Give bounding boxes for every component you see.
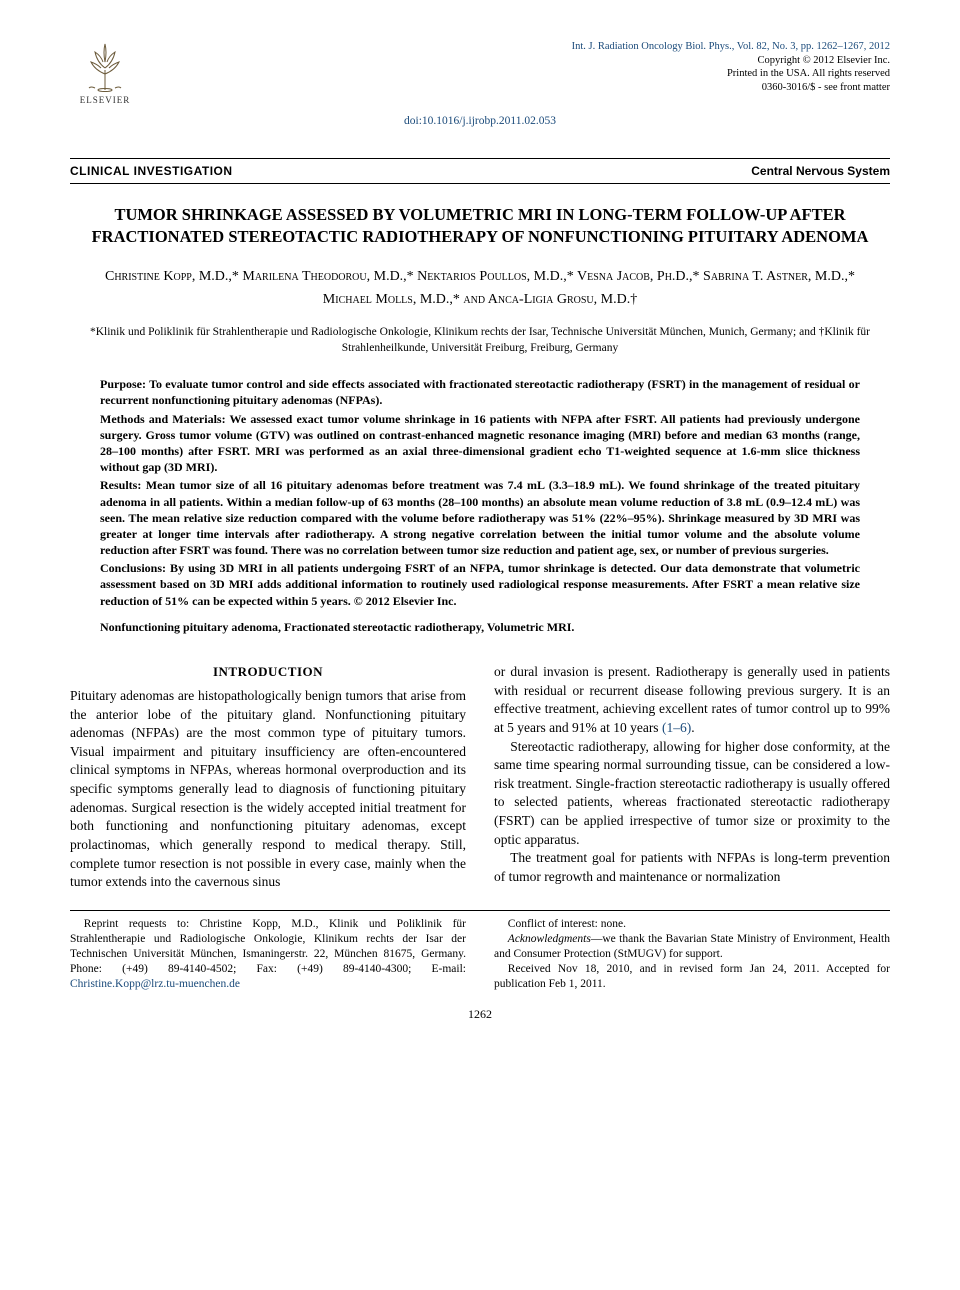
ack-label: Acknowledgments <box>508 933 591 945</box>
reprint-text: Reprint requests to: Christine Kopp, M.D… <box>70 918 466 975</box>
intro-para-1: Pituitary adenomas are histopathological… <box>70 687 466 892</box>
citation-link[interactable]: (1–6) <box>662 720 691 735</box>
footer-right: Conflict of interest: none. Acknowledgme… <box>494 917 890 992</box>
affiliations: *Klinik und Poliklinik für Strahlenthera… <box>80 325 880 356</box>
doi-prefix: doi: <box>404 115 422 127</box>
author-list: Christine Kopp, M.D.,* Marilena Theodoro… <box>90 266 870 311</box>
conclusions-label: Conclusions: <box>100 561 166 575</box>
article-type: CLINICAL INVESTIGATION <box>70 163 233 179</box>
ack-line: Acknowledgments—we thank the Bavarian St… <box>494 932 890 962</box>
intro-para-2: Stereotactic radiotherapy, allowing for … <box>494 738 890 850</box>
purpose-label: Purpose: <box>100 377 146 391</box>
col2-p1b: . <box>691 720 694 735</box>
footer-columns: Reprint requests to: Christine Kopp, M.D… <box>70 917 890 992</box>
publisher-logo-block: ELSEVIER <box>70 40 140 106</box>
page-number: 1262 <box>70 1006 890 1022</box>
purpose-text: To evaluate tumor control and side effec… <box>100 377 860 407</box>
body-columns: INTRODUCTION Pituitary adenomas are hist… <box>70 663 890 892</box>
article-category: Central Nervous System <box>751 163 890 179</box>
issn-line: 0360-3016/$ - see front matter <box>572 81 890 95</box>
doi-line: doi:10.1016/j.ijrobp.2011.02.053 <box>70 114 890 130</box>
section-bar: CLINICAL INVESTIGATION Central Nervous S… <box>70 158 890 184</box>
journal-meta: Int. J. Radiation Oncology Biol. Phys., … <box>572 40 890 95</box>
intro-heading: INTRODUCTION <box>70 663 466 681</box>
conclusions-text: By using 3D MRI in all patients undergoi… <box>100 561 860 607</box>
elsevier-tree-icon <box>81 40 129 92</box>
results-label: Results: <box>100 478 141 492</box>
conflict-text: Conflict of interest: none. <box>494 917 890 932</box>
intro-para-3: The treatment goal for patients with NFP… <box>494 849 890 886</box>
dates-text: Received Nov 18, 2010, and in revised fo… <box>494 962 890 992</box>
column-right: or dural invasion is present. Radiothera… <box>494 663 890 892</box>
copyright-line: Copyright © 2012 Elsevier Inc. <box>572 54 890 68</box>
abstract-block: Purpose: To evaluate tumor control and s… <box>100 376 860 609</box>
reprint-email-link[interactable]: Christine.Kopp@lrz.tu-muenchen.de <box>70 978 240 990</box>
intro-para-1-cont: or dural invasion is present. Radiothera… <box>494 663 890 738</box>
results-text: Mean tumor size of all 16 pituitary aden… <box>100 478 860 557</box>
publisher-name: ELSEVIER <box>80 94 131 106</box>
keywords: Nonfunctioning pituitary adenoma, Fracti… <box>100 619 860 635</box>
print-line: Printed in the USA. All rights reserved <box>572 67 890 81</box>
footer-rule <box>70 910 890 911</box>
journal-citation: Int. J. Radiation Oncology Biol. Phys., … <box>572 40 890 54</box>
header-row: ELSEVIER Int. J. Radiation Oncology Biol… <box>70 40 890 106</box>
column-left: INTRODUCTION Pituitary adenomas are hist… <box>70 663 466 892</box>
footer-left: Reprint requests to: Christine Kopp, M.D… <box>70 917 466 992</box>
article-title: TUMOR SHRINKAGE ASSESSED BY VOLUMETRIC M… <box>80 204 880 249</box>
methods-label: Methods and Materials: <box>100 412 226 426</box>
doi-link[interactable]: 10.1016/j.ijrobp.2011.02.053 <box>422 115 556 127</box>
